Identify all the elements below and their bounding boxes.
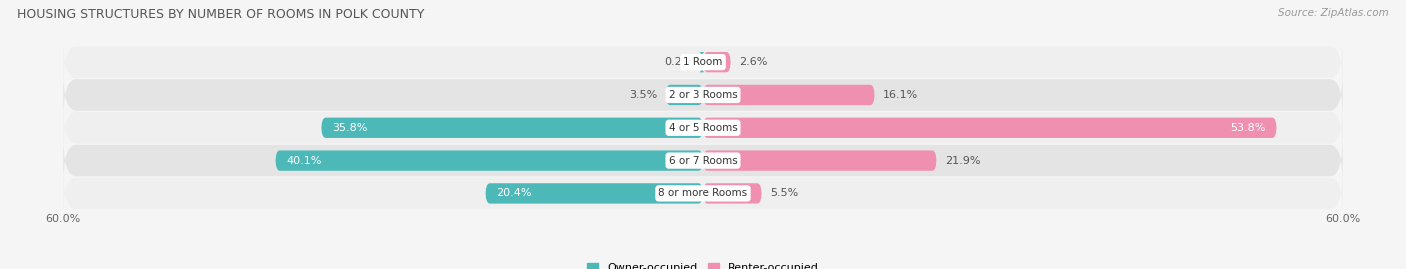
FancyBboxPatch shape	[703, 150, 936, 171]
Text: 40.1%: 40.1%	[285, 155, 322, 166]
Text: 3.5%: 3.5%	[628, 90, 657, 100]
Text: 4 or 5 Rooms: 4 or 5 Rooms	[669, 123, 737, 133]
FancyBboxPatch shape	[63, 170, 1343, 217]
FancyBboxPatch shape	[485, 183, 703, 204]
Legend: Owner-occupied, Renter-occupied: Owner-occupied, Renter-occupied	[586, 263, 820, 269]
Text: 20.4%: 20.4%	[496, 188, 531, 199]
Text: 2.6%: 2.6%	[740, 57, 768, 67]
Text: 53.8%: 53.8%	[1230, 123, 1265, 133]
FancyBboxPatch shape	[276, 150, 703, 171]
Text: 8 or more Rooms: 8 or more Rooms	[658, 188, 748, 199]
Text: 35.8%: 35.8%	[332, 123, 367, 133]
Text: 16.1%: 16.1%	[883, 90, 918, 100]
FancyBboxPatch shape	[63, 137, 1343, 184]
FancyBboxPatch shape	[703, 183, 762, 204]
Text: 6 or 7 Rooms: 6 or 7 Rooms	[669, 155, 737, 166]
FancyBboxPatch shape	[665, 85, 703, 105]
Text: 21.9%: 21.9%	[945, 155, 980, 166]
Text: 2 or 3 Rooms: 2 or 3 Rooms	[669, 90, 737, 100]
FancyBboxPatch shape	[703, 52, 731, 72]
FancyBboxPatch shape	[699, 52, 706, 72]
FancyBboxPatch shape	[703, 85, 875, 105]
Text: 0.2%: 0.2%	[664, 57, 692, 67]
FancyBboxPatch shape	[63, 71, 1343, 119]
Text: Source: ZipAtlas.com: Source: ZipAtlas.com	[1278, 8, 1389, 18]
FancyBboxPatch shape	[703, 118, 1277, 138]
Text: HOUSING STRUCTURES BY NUMBER OF ROOMS IN POLK COUNTY: HOUSING STRUCTURES BY NUMBER OF ROOMS IN…	[17, 8, 425, 21]
Text: 5.5%: 5.5%	[770, 188, 799, 199]
FancyBboxPatch shape	[322, 118, 703, 138]
FancyBboxPatch shape	[63, 38, 1343, 86]
Text: 1 Room: 1 Room	[683, 57, 723, 67]
FancyBboxPatch shape	[63, 104, 1343, 151]
